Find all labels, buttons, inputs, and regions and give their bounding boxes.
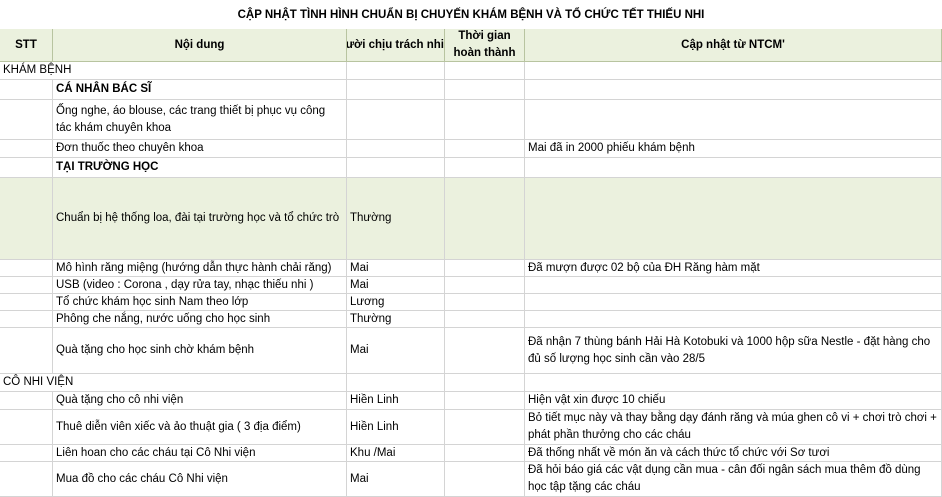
- update-cell: [525, 178, 942, 260]
- content-cell: Mô hình răng miệng (hướng dẫn thực hành …: [53, 260, 347, 277]
- cell: [445, 100, 525, 140]
- content-cell: Phông che nắng, nước uống cho học sinh: [53, 311, 347, 328]
- update-cell: [525, 158, 942, 178]
- content-cell: Mua đồ cho các cháu Cô Nhi viện: [53, 462, 347, 497]
- cell: [445, 445, 525, 462]
- content-cell: Quà tặng cho học sinh chờ khám bệnh: [53, 328, 347, 374]
- header-cell: Cập nhật từ NTCM': [525, 29, 942, 62]
- cell: [445, 140, 525, 158]
- cell: [445, 294, 525, 311]
- cell: [445, 158, 525, 178]
- cell: [445, 62, 525, 80]
- content-cell: Chuẩn bị hệ thống loa, đài tại trường họ…: [53, 178, 347, 260]
- sheet-title: CẬP NHẬT TÌNH HÌNH CHUẨN BỊ CHUYẾN KHÁM …: [237, 8, 705, 21]
- update-cell: Đã hỏi báo giá các vật dụng cần mua - câ…: [525, 462, 942, 497]
- cell: [445, 277, 525, 294]
- section-cell: CÔ NHI VIỆN: [0, 374, 347, 392]
- content-cell: Quà tặng cho cô nhi viện: [53, 392, 347, 410]
- person-cell: Mai: [347, 462, 445, 497]
- cell: [0, 158, 53, 178]
- cell: [0, 178, 53, 260]
- cell: [0, 260, 53, 277]
- person-cell: Mai: [347, 277, 445, 294]
- cell: [0, 100, 53, 140]
- cell: [445, 392, 525, 410]
- person-cell: [347, 140, 445, 158]
- person-cell: Lương: [347, 294, 445, 311]
- person-cell: Hiền Linh: [347, 410, 445, 445]
- content-cell: Thuê diễn viên xiếc và ảo thuật gia ( 3 …: [53, 410, 347, 445]
- person-cell: Khu /Mai: [347, 445, 445, 462]
- person-cell: Thường: [347, 178, 445, 260]
- cell: [347, 374, 445, 392]
- cell: [0, 445, 53, 462]
- content-cell: Liên hoan cho các cháu tại Cô Nhi viện: [53, 445, 347, 462]
- update-cell: Đã mượn được 02 bộ của ĐH Răng hàm mặt: [525, 260, 942, 277]
- content-cell: CÁ NHÂN BÁC SĨ: [53, 80, 347, 100]
- update-cell: Bỏ tiết mục này và thay bằng dạy đánh ră…: [525, 410, 942, 445]
- cell: [0, 140, 53, 158]
- content-cell: Tổ chức khám học sinh Nam theo lớp: [53, 294, 347, 311]
- cell: [0, 294, 53, 311]
- update-cell: Đã thống nhất về món ăn và cách thức tổ …: [525, 445, 942, 462]
- cell: [0, 410, 53, 445]
- cell: [0, 392, 53, 410]
- cell: [525, 62, 942, 80]
- person-cell: Thường: [347, 311, 445, 328]
- update-cell: [525, 277, 942, 294]
- cell: [0, 462, 53, 497]
- section-cell: KHÁM BỆNH: [0, 62, 347, 80]
- person-cell: [347, 100, 445, 140]
- content-cell: USB (video : Corona , dạy rửa tay, nhạc …: [53, 277, 347, 294]
- cell: [0, 311, 53, 328]
- header-cell: Thời gian hoàn thành: [445, 29, 525, 62]
- person-cell: [347, 158, 445, 178]
- update-cell: [525, 100, 942, 140]
- cell: [0, 80, 53, 100]
- content-cell: TẠI TRƯỜNG HỌC: [53, 158, 347, 178]
- header-cell: Người chịu trách nhiệm: [347, 29, 445, 62]
- content-cell: Đơn thuốc theo chuyên khoa: [53, 140, 347, 158]
- update-cell: Đã nhận 7 thùng bánh Hải Hà Kotobuki và …: [525, 328, 942, 374]
- cell: [445, 260, 525, 277]
- header-cell: Nội dung: [53, 29, 347, 62]
- update-cell: [525, 80, 942, 100]
- cell: [445, 80, 525, 100]
- cell: [525, 374, 942, 392]
- person-cell: Mai: [347, 260, 445, 277]
- content-cell: Ống nghe, áo blouse, các trang thiết bị …: [53, 100, 347, 140]
- cell: [445, 374, 525, 392]
- person-cell: [347, 80, 445, 100]
- person-cell: Hiền Linh: [347, 392, 445, 410]
- cell: [445, 178, 525, 260]
- cell: [445, 462, 525, 497]
- header-cell: STT: [0, 29, 53, 62]
- update-cell: Mai đã in 2000 phiếu khám bệnh: [525, 140, 942, 158]
- cell: [347, 62, 445, 80]
- cell: [445, 328, 525, 374]
- cell: [0, 328, 53, 374]
- update-cell: Hiện vật xin được 10 chiếu: [525, 392, 942, 410]
- cell: [445, 410, 525, 445]
- cell: [0, 277, 53, 294]
- person-cell: Mai: [347, 328, 445, 374]
- update-cell: [525, 294, 942, 311]
- cell: [445, 311, 525, 328]
- update-cell: [525, 311, 942, 328]
